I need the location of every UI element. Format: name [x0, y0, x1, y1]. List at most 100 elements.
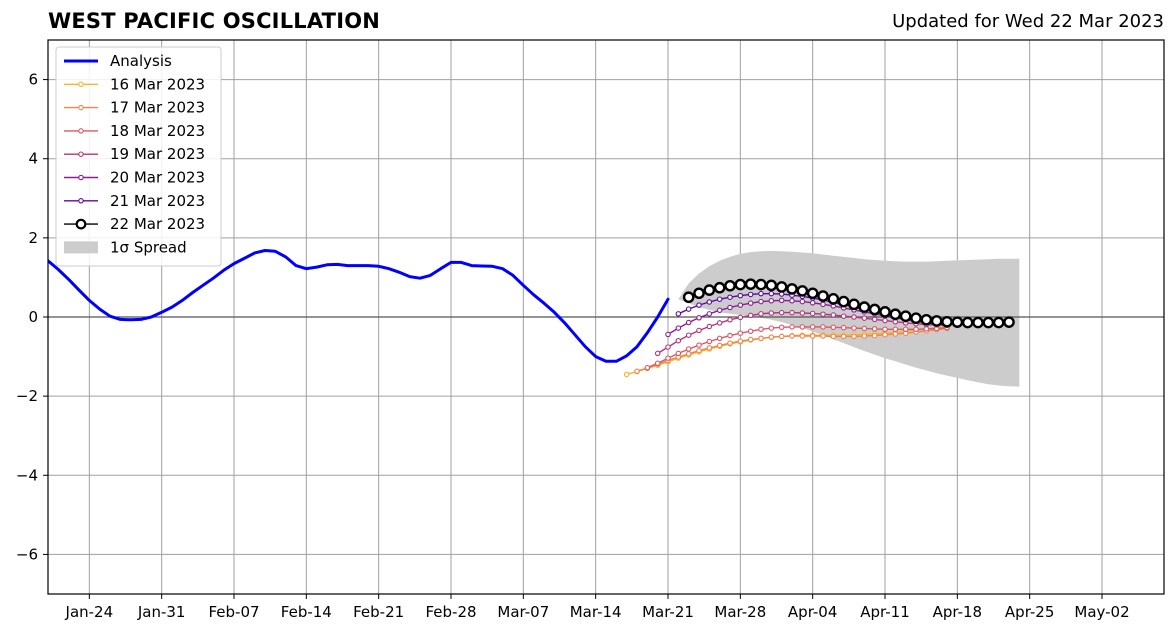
legend-label: 17 Mar 2023 — [110, 99, 205, 117]
legend-marker — [78, 174, 84, 181]
forecast-point — [799, 298, 806, 305]
forecast-point — [747, 300, 754, 306]
latest-forecast-point — [682, 291, 695, 304]
forecast-point — [727, 304, 733, 311]
x-tick-label: Feb-14 — [281, 603, 332, 621]
x-tick-label: Apr-18 — [933, 603, 983, 621]
latest-forecast-point — [693, 287, 705, 300]
legend-swatch — [64, 241, 98, 254]
legend-label: 20 Mar 2023 — [110, 169, 205, 187]
forecast-point — [789, 298, 795, 304]
forecast-point — [758, 326, 764, 333]
latest-forecast-point — [982, 316, 995, 329]
forecast-point — [706, 323, 713, 330]
legend-label: 19 Mar 2023 — [110, 145, 205, 163]
y-tick-label: 0 — [28, 308, 38, 326]
forecast-point — [840, 324, 847, 331]
forecast-point — [696, 347, 702, 354]
latest-forecast-point — [920, 313, 933, 326]
latest-forecast-point — [724, 279, 736, 292]
x-tick-label: Feb-07 — [208, 603, 259, 621]
forecast-point — [623, 371, 630, 378]
y-tick-label: −2 — [16, 387, 38, 405]
legend-box — [55, 46, 222, 267]
legend: Analysis 16 Mar 2023 17 Mar 2023 18 Mar 202… — [55, 46, 222, 267]
forecast-point — [727, 294, 733, 300]
forecast-point — [830, 312, 837, 318]
latest-forecast-point — [858, 301, 871, 313]
x-tick-label: Apr-11 — [860, 603, 910, 621]
x-tick-label: Jan-24 — [65, 603, 114, 621]
forecast-point — [923, 326, 930, 332]
forecast-point — [685, 346, 692, 352]
forecast-point — [685, 306, 692, 312]
forecast-point — [696, 327, 702, 334]
legend-label: 21 Mar 2023 — [110, 192, 205, 210]
latest-forecast-point — [827, 292, 840, 305]
forecast-point — [840, 313, 847, 319]
x-tick-label: Jan-31 — [137, 603, 186, 621]
legend-marker — [78, 128, 84, 134]
latest-forecast-point — [961, 316, 974, 329]
forecast-point — [654, 350, 661, 357]
legend-marker — [78, 81, 84, 88]
forecast-point — [675, 311, 682, 317]
forecast-point — [809, 324, 816, 330]
x-tick-label: Feb-28 — [425, 603, 476, 621]
forecast-point — [861, 333, 868, 339]
forecast-series-17-mar-2023 — [634, 325, 950, 374]
forecast-point — [675, 350, 682, 357]
forecast-point — [799, 324, 806, 330]
forecast-point — [861, 325, 868, 332]
forecast-point — [685, 332, 692, 338]
legend-marker — [78, 151, 84, 157]
forecast-point — [727, 332, 733, 339]
forecast-point — [778, 333, 785, 340]
x-tick-label: Mar-14 — [570, 603, 622, 621]
legend-label: 18 Mar 2023 — [110, 122, 205, 140]
forecast-point — [820, 301, 826, 308]
legend-item-17-mar-2023: 17 Mar 2023 — [64, 99, 205, 117]
forecast-point — [675, 325, 682, 331]
x-tick-label: May-02 — [1074, 603, 1129, 621]
forecast-point — [913, 326, 919, 333]
latest-forecast-point — [806, 287, 819, 300]
latest-forecast-point — [992, 316, 1005, 329]
forecast-point — [685, 319, 692, 326]
latest-forecast-point — [899, 310, 912, 323]
latest-forecast-point — [734, 278, 747, 291]
forecast-point — [820, 311, 826, 317]
x-tick-label: Mar-07 — [497, 603, 549, 621]
forecast-point — [851, 333, 857, 340]
forecast-point — [747, 291, 754, 298]
latest-forecast-point — [796, 285, 809, 297]
forecast-point — [685, 351, 692, 357]
forecast-point — [871, 316, 878, 323]
latest-forecast-point — [941, 315, 953, 328]
forecast-point — [871, 326, 878, 332]
forecast-point — [820, 333, 826, 339]
latest-forecast-point — [703, 284, 716, 296]
forecast-point — [768, 325, 775, 331]
analysis-line — [48, 249, 670, 363]
forecast-point — [737, 292, 744, 299]
forecast-point — [768, 290, 775, 297]
latest-forecast-point — [951, 316, 964, 328]
latest-forecast-point — [755, 278, 767, 291]
forecast-point — [675, 337, 682, 344]
forecast-point — [706, 299, 713, 305]
forecast-point — [820, 324, 826, 330]
forecast-point — [665, 344, 671, 350]
latest-forecast-point — [744, 278, 757, 290]
forecast-point — [789, 333, 795, 339]
forecast-point — [716, 335, 723, 342]
forecast-point — [758, 311, 764, 317]
forecast-point — [706, 345, 713, 351]
forecast-series-19-mar-2023 — [654, 309, 950, 357]
forecast-point — [758, 335, 764, 342]
y-tick-label: −6 — [16, 545, 38, 563]
forecast-point — [768, 310, 775, 316]
forecast-point — [799, 333, 806, 339]
forecast-point — [882, 317, 888, 324]
forecast-point — [840, 333, 847, 340]
